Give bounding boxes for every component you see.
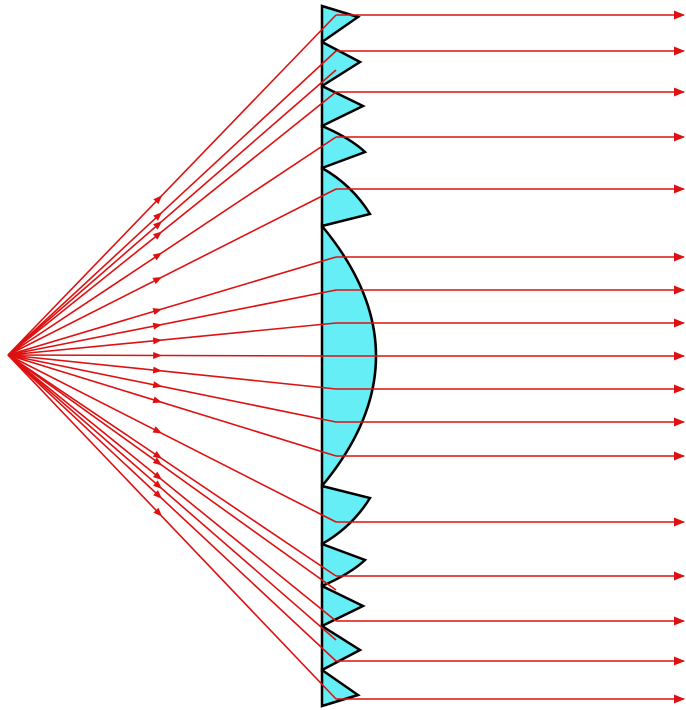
- ray-incident-arrow-16: [153, 490, 163, 499]
- ray-incident-arrow-8: [152, 337, 163, 345]
- lens-ring-lower-2: [320, 542, 368, 588]
- ray-incident-arrow-1: [153, 195, 163, 205]
- ray-incident-arrow-13: [152, 426, 163, 434]
- ray-incident-6: [7, 256, 337, 356]
- ray-incident-10: [7, 354, 337, 390]
- ray-incident-12: [7, 354, 337, 457]
- ray-incident-arrow-10: [152, 366, 163, 374]
- ray-extra-1: [7, 69, 337, 356]
- ray-extra-arrow-3: [153, 480, 163, 489]
- ray-incident-arrow-11: [152, 381, 163, 389]
- ray-incident-14: [7, 354, 337, 577]
- lens-ring-upper-2: [320, 39, 363, 89]
- ray-incident-arrow-12: [152, 396, 163, 404]
- lens-ring-lower-5: [320, 667, 361, 708]
- ray-incident-9: [7, 354, 337, 357]
- ray-incident-3: [7, 91, 337, 356]
- lens-ring-upper-5: [320, 165, 372, 228]
- ray-incident-13: [7, 354, 337, 523]
- ray-incident-arrow-2: [153, 212, 163, 221]
- ray-incident-arrow-6: [152, 308, 163, 315]
- ray-extra-2: [7, 354, 337, 591]
- ray-incident-4: [7, 136, 337, 356]
- ray-incident-arrow-4: [152, 252, 163, 261]
- ray-incident-11: [7, 354, 337, 423]
- ray-incident-8: [7, 322, 337, 356]
- ray-incident-arrow-14: [152, 450, 163, 459]
- ray-incident-15: [7, 354, 337, 622]
- lens-ring-lower-1: [320, 484, 372, 547]
- fresnel-lens: [320, 4, 378, 708]
- ray-incident-arrow-7: [152, 322, 163, 330]
- lens-ring-lower-3: [320, 583, 366, 629]
- ray-incident-5: [7, 188, 337, 356]
- ray-extra-arrow-1: [153, 221, 163, 230]
- ray-incident-arrow-9: [153, 351, 163, 359]
- ray-incident-2: [7, 50, 337, 356]
- ray-incident-7: [7, 289, 337, 356]
- light-rays: [7, 10, 686, 704]
- ray-incident-arrow-17: [153, 507, 163, 517]
- ray-incident-arrow-15: [152, 471, 163, 481]
- ray-incident-1: [7, 14, 337, 356]
- ray-incident-arrow-3: [152, 231, 163, 240]
- ray-extra-3: [7, 354, 337, 641]
- ray-incident-17: [7, 354, 337, 700]
- ray-incident-arrow-5: [152, 276, 163, 285]
- lens-ring-upper-4: [320, 124, 368, 170]
- ray-incident-16: [7, 354, 337, 662]
- ray-extra-arrow-2: [152, 457, 163, 466]
